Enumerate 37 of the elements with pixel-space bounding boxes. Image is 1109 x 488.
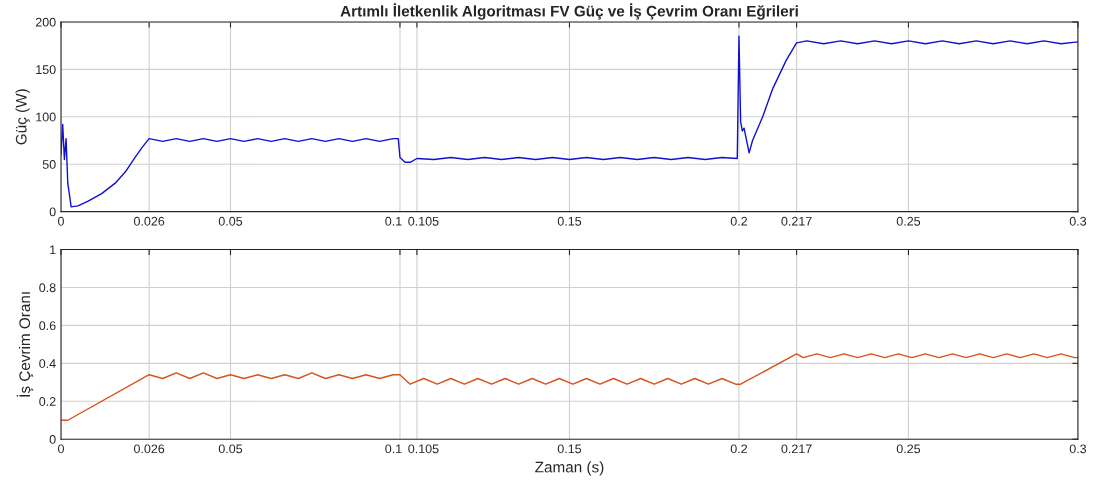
y-tick-label: 0.8 xyxy=(39,283,56,293)
x-tick-label: 0 xyxy=(58,216,64,226)
x-tick-label: 0.2 xyxy=(730,444,748,454)
x-tick-label: 0.25 xyxy=(896,444,921,454)
x-tick-label: 0.217 xyxy=(781,216,812,226)
x-tick-label: 0.05 xyxy=(218,216,243,226)
y-tick-label: 150 xyxy=(36,65,56,75)
x-tick-label: 0.026 xyxy=(133,216,165,226)
y-tick-label: 0 xyxy=(49,435,56,444)
x-tick-label: 0 xyxy=(58,444,64,454)
x-tick-label: 0.3 xyxy=(1069,216,1087,226)
x-tick-label: 0.105 xyxy=(408,444,439,454)
y-tick-label: 0.4 xyxy=(39,359,56,368)
x-tick-label: 0.3 xyxy=(1069,444,1087,454)
x-tick-label: 0.026 xyxy=(133,444,165,454)
x-tick-label: 0.105 xyxy=(408,216,439,226)
x-tick-label: 0.217 xyxy=(781,444,812,454)
y-tick-label: 50 xyxy=(42,160,56,169)
y-tick-label: 0.2 xyxy=(39,397,56,406)
x-axis-title: Zaman (s) xyxy=(535,461,604,476)
line-series xyxy=(61,35,1078,208)
x-tick-label: 0.15 xyxy=(557,444,582,454)
y-axis-title: Güç (W) xyxy=(15,89,30,145)
y-tick-label: 0 xyxy=(49,207,56,217)
y-tick-label: 1 xyxy=(50,245,56,255)
y-tick-label: 200 xyxy=(35,17,56,27)
x-tick-label: 0.2 xyxy=(730,216,748,226)
x-tick-label: 0.15 xyxy=(557,216,582,226)
x-tick-label: 0.1 xyxy=(385,444,402,454)
y-axis-title: İş Çevrim Oranı xyxy=(16,292,34,397)
x-tick-label: 0.1 xyxy=(385,216,402,226)
chart-title: Artımlı İletkenlik Algoritması FV Güç ve İş Çevrim Oranı Eğrileri xyxy=(340,3,798,20)
x-tick-label: 0.05 xyxy=(218,444,243,454)
line-series xyxy=(61,353,1078,421)
y-tick-label: 0.6 xyxy=(39,321,56,331)
y-tick-label: 100 xyxy=(36,112,56,122)
x-tick-label: 0.25 xyxy=(896,216,921,226)
